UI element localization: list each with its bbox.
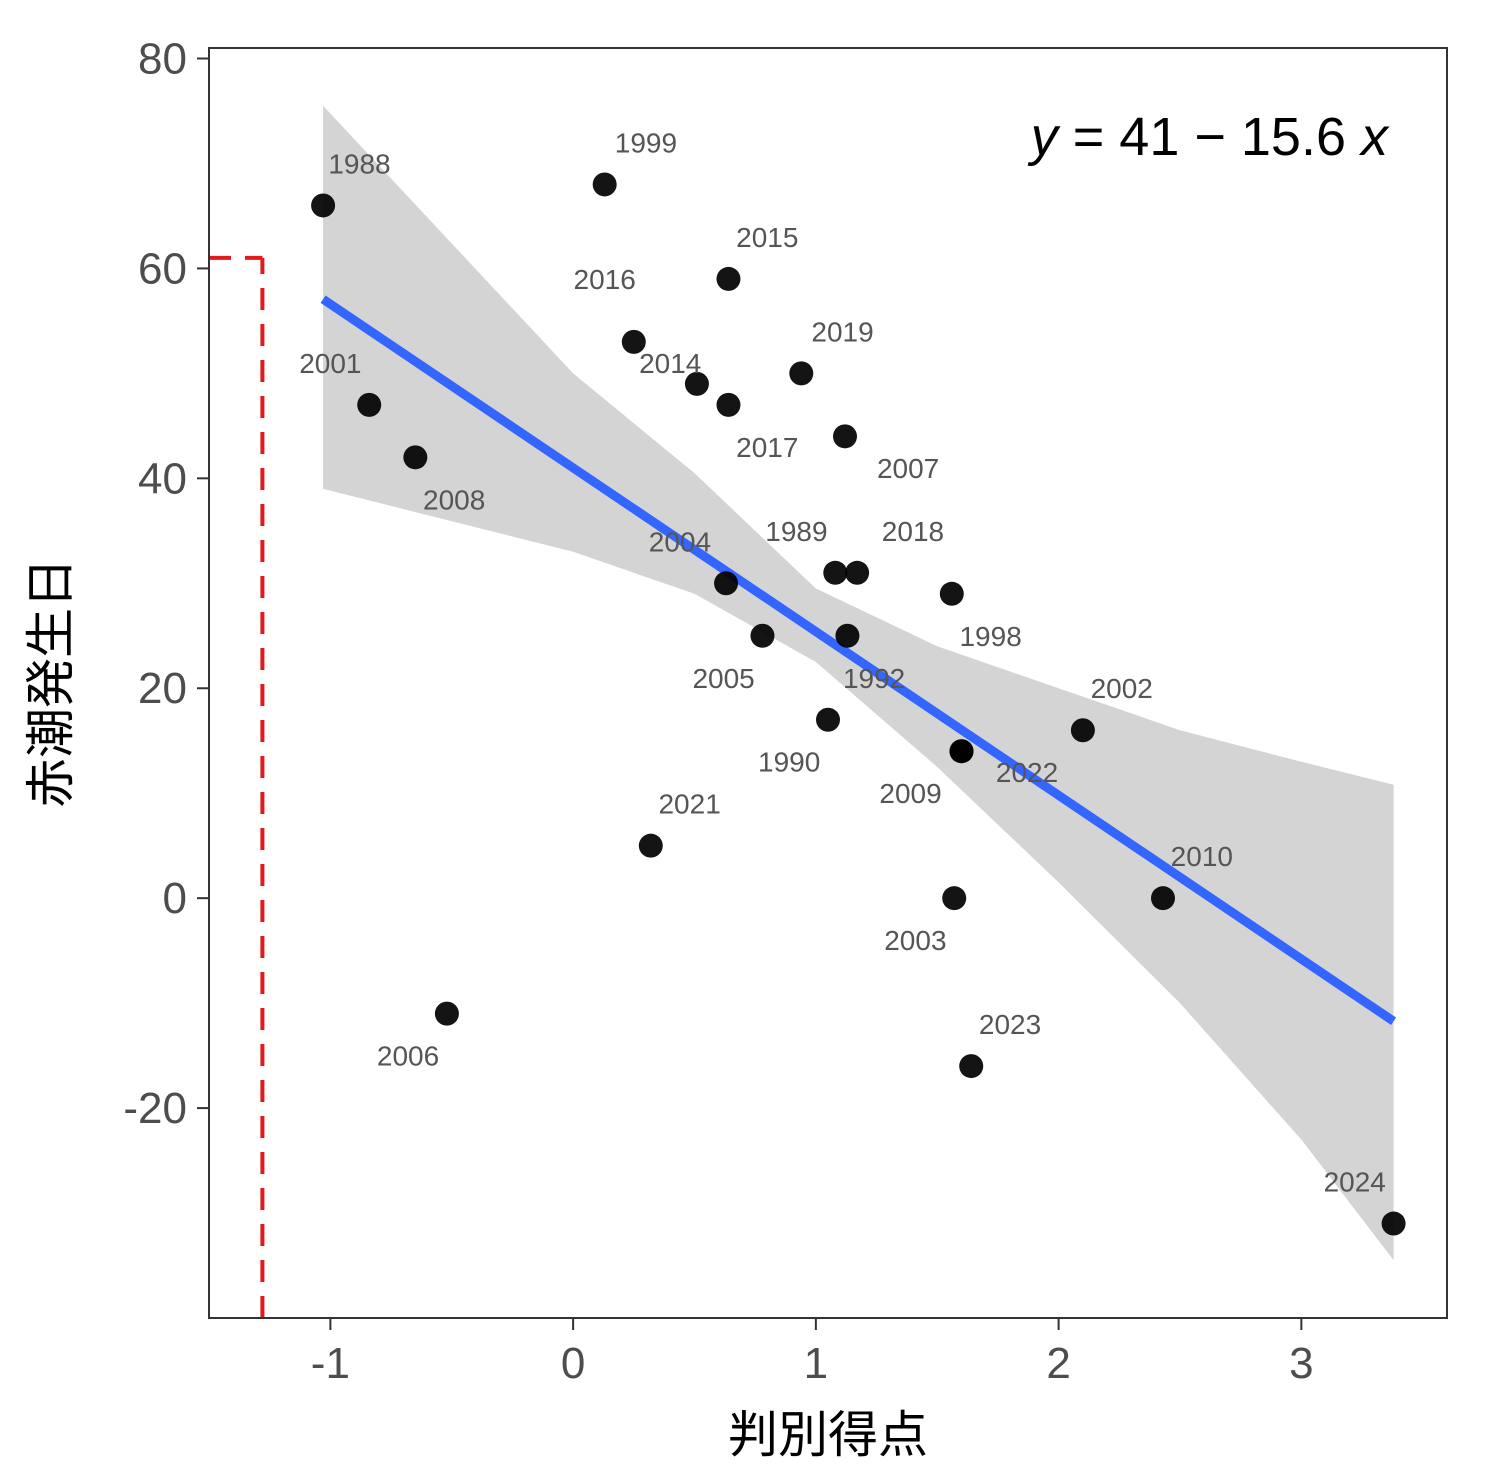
x-tick-label: 2	[1046, 1339, 1070, 1388]
data-point-2006	[434, 1001, 459, 1026]
point-label-2010: 2010	[1171, 841, 1233, 872]
point-label-2024: 2024	[1324, 1167, 1386, 1198]
y-tick-label: -20	[123, 1084, 187, 1133]
x-tick-label: 0	[561, 1339, 585, 1388]
y-axis-title: 赤潮発生日	[22, 558, 80, 808]
y-tick-label: 80	[138, 34, 187, 83]
x-tick-label: 1	[804, 1339, 828, 1388]
data-point-2004	[714, 571, 739, 596]
point-label-1990: 1990	[758, 747, 820, 778]
regression-equation: y = 41 − 15.6 x	[1027, 107, 1390, 167]
data-point-2016	[621, 329, 646, 354]
point-label-1988: 1988	[328, 148, 390, 179]
point-label-2015: 2015	[736, 222, 798, 253]
x-tick-label: -1	[311, 1339, 350, 1388]
point-label-2001: 2001	[299, 348, 361, 379]
data-point-2018	[845, 560, 870, 585]
data-point-2022	[949, 739, 974, 764]
data-point-2001	[357, 392, 382, 417]
data-point-2003	[942, 886, 967, 911]
point-label-2007: 2007	[877, 453, 939, 484]
y-axis: -20 0 20 40 60 80	[123, 34, 209, 1133]
x-axis: -1 0 1 2 3	[311, 1318, 1314, 1388]
point-label-1992: 1992	[843, 663, 905, 694]
confidence-band	[323, 105, 1394, 1261]
data-point-2015	[716, 266, 741, 291]
data-point-2010	[1150, 886, 1175, 911]
point-label-2018: 2018	[882, 516, 944, 547]
data-point-2002	[1070, 718, 1095, 743]
data-point-1998	[939, 581, 964, 606]
data-point-1990	[816, 707, 840, 732]
data-point-2017	[716, 392, 741, 417]
point-label-1998: 1998	[959, 621, 1021, 652]
point-label-1999: 1999	[615, 127, 677, 158]
x-axis-title: 判別得点	[728, 1406, 928, 1464]
plot-border	[208, 47, 1448, 1319]
point-label-2002: 2002	[1091, 673, 1153, 704]
data-point-1989	[823, 560, 848, 585]
data-point-1999	[592, 172, 617, 197]
point-label-1989: 1989	[765, 516, 827, 547]
y-tick-label: 40	[138, 454, 187, 503]
point-label-2004: 2004	[649, 526, 711, 557]
data-point-1992	[835, 623, 860, 648]
point-label-2021: 2021	[658, 789, 720, 820]
point-label-2008: 2008	[423, 484, 485, 515]
regression-line	[320, 295, 1397, 1025]
y-tick-label: 0	[163, 874, 187, 923]
data-point-2005	[750, 623, 775, 648]
y-tick-label: 20	[138, 664, 187, 713]
data-point-2023	[959, 1054, 984, 1079]
point-label-2019: 2019	[811, 316, 873, 347]
point-label-2005: 2005	[692, 663, 754, 694]
y-tick-label: 60	[138, 244, 187, 293]
data-point-2024	[1381, 1211, 1406, 1236]
point-label-2006: 2006	[377, 1041, 439, 1072]
data-point-2008	[403, 445, 428, 470]
data-point-1988	[311, 193, 336, 218]
point-label-2009: 2009	[879, 778, 941, 809]
point-label-2022: 2022	[996, 757, 1058, 788]
point-label-2017: 2017	[736, 432, 798, 463]
x-tick-label: 3	[1289, 1339, 1313, 1388]
data-point-2014	[684, 371, 709, 396]
data-point-2021	[638, 833, 663, 858]
point-label-2023: 2023	[979, 1009, 1041, 1040]
data-point-2019	[789, 361, 814, 386]
point-label-2014: 2014	[639, 348, 701, 379]
point-label-2016: 2016	[574, 264, 636, 295]
data-point-2007	[832, 424, 857, 449]
point-label-2003: 2003	[884, 925, 946, 956]
